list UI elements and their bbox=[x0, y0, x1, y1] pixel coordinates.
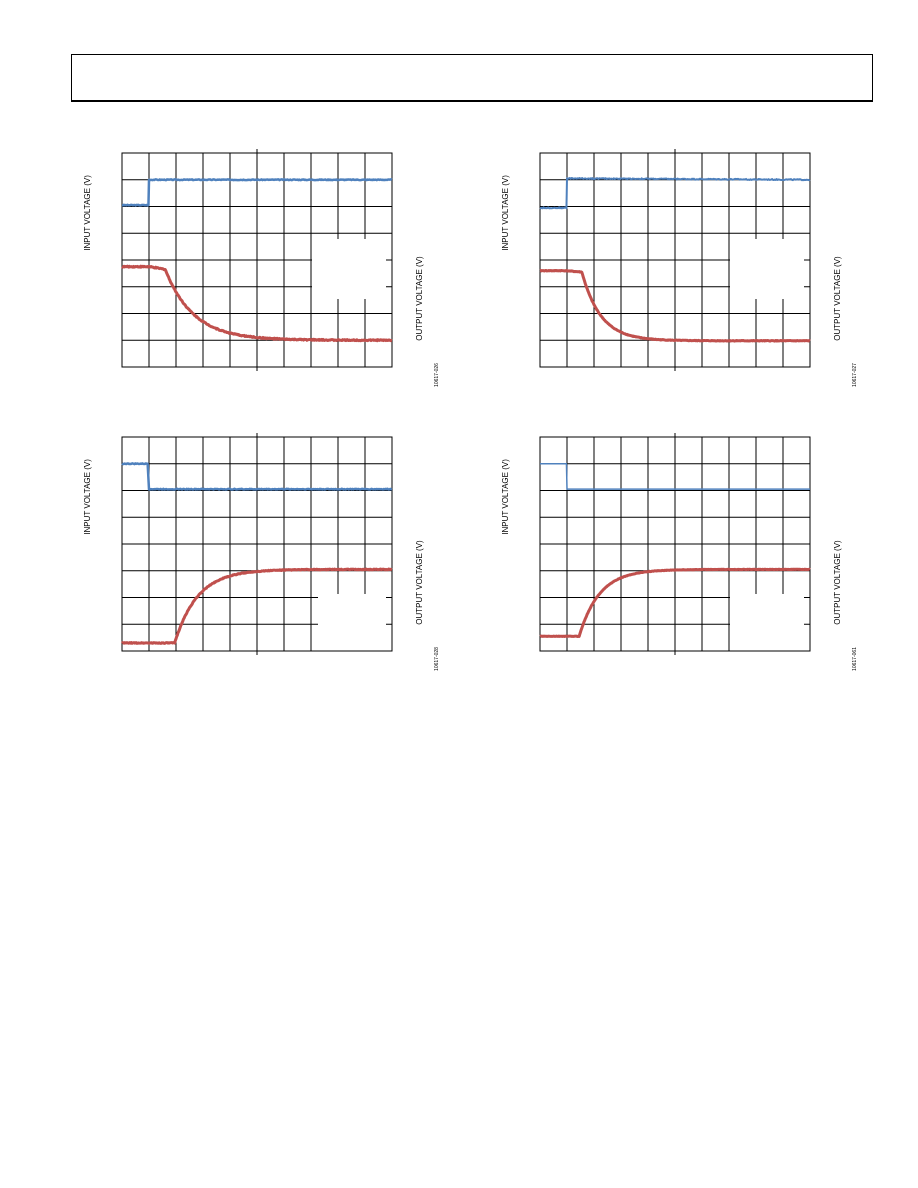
chart-1-svg: INPUT VOLTAGE (V) OUTPUT VOLTAGE (V) 10617… bbox=[83, 149, 440, 387]
output-voltage-trace bbox=[121, 264, 393, 343]
chart-panel-3: INPUT VOLTAGE (V) OUTPUT VOLTAGE (V) 10617… bbox=[78, 429, 498, 689]
figure-id: 10617-028 bbox=[434, 647, 440, 671]
chart-3-svg: INPUT VOLTAGE (V) OUTPUT VOLTAGE (V) 10617… bbox=[83, 433, 440, 671]
chart-2-svg: INPUT VOLTAGE (V) OUTPUT VOLTAGE (V) 10617… bbox=[501, 149, 858, 387]
plot-frame bbox=[539, 436, 811, 652]
y-axis-label-right: OUTPUT VOLTAGE (V) bbox=[833, 256, 842, 341]
figure-id: 10617-027 bbox=[852, 363, 858, 387]
plot-frame bbox=[121, 436, 393, 652]
plot-frame bbox=[539, 152, 811, 368]
annotation-area bbox=[312, 239, 386, 299]
figure-id: 10617-026 bbox=[434, 363, 440, 387]
input-voltage-trace bbox=[121, 178, 393, 207]
y-axis-label-left: INPUT VOLTAGE (V) bbox=[501, 175, 510, 251]
grid bbox=[122, 433, 392, 655]
output-voltage-trace bbox=[539, 567, 811, 638]
y-axis-label-left: INPUT VOLTAGE (V) bbox=[501, 459, 510, 535]
y-axis-label-left: INPUT VOLTAGE (V) bbox=[83, 175, 92, 251]
input-voltage-trace bbox=[539, 177, 811, 210]
output-voltage-trace bbox=[120, 567, 393, 645]
input-voltage-trace bbox=[121, 462, 393, 491]
chart-panel-4: INPUT VOLTAGE (V) OUTPUT VOLTAGE (V) 10617… bbox=[496, 429, 916, 689]
chart-panel-1: INPUT VOLTAGE (V) OUTPUT VOLTAGE (V) 10617… bbox=[78, 145, 498, 405]
annotation-area bbox=[730, 239, 804, 299]
chart-panel-2: INPUT VOLTAGE (V) OUTPUT VOLTAGE (V) 10617… bbox=[496, 145, 916, 405]
plot-frame bbox=[121, 152, 393, 368]
y-axis-label-right: OUTPUT VOLTAGE (V) bbox=[833, 540, 842, 625]
annotation-area bbox=[318, 594, 386, 656]
page-header bbox=[71, 54, 873, 102]
chart-4-svg: INPUT VOLTAGE (V) OUTPUT VOLTAGE (V) 10617… bbox=[501, 433, 858, 671]
y-axis-label-left: INPUT VOLTAGE (V) bbox=[83, 459, 92, 535]
annotation-area bbox=[730, 594, 804, 656]
y-axis-label-right: OUTPUT VOLTAGE (V) bbox=[415, 540, 424, 625]
input-voltage-trace bbox=[540, 463, 810, 490]
output-voltage-trace bbox=[539, 268, 811, 343]
figure-id: 10617-061 bbox=[852, 647, 858, 671]
y-axis-label-right: OUTPUT VOLTAGE (V) bbox=[415, 256, 424, 341]
